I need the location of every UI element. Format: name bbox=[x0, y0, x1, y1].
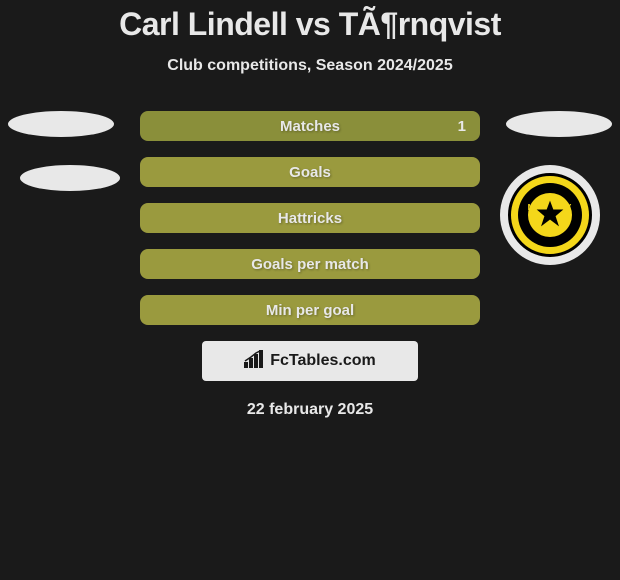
stat-label-hattricks: Hattricks bbox=[278, 210, 342, 227]
stat-bar-goals-per-match: Goals per match bbox=[140, 249, 480, 279]
stat-label-mpg: Min per goal bbox=[266, 302, 354, 319]
main-container: Carl Lindell vs TÃ¶rnqvist Club competit… bbox=[0, 0, 620, 419]
stat-bar-hattricks: Hattricks bbox=[140, 203, 480, 233]
player-badge-right-1 bbox=[506, 111, 612, 137]
page-title: Carl Lindell vs TÃ¶rnqvist bbox=[0, 5, 620, 43]
stat-bar-min-per-goal: Min per goal bbox=[140, 295, 480, 325]
stat-label-goals: Goals bbox=[289, 164, 331, 181]
player-badge-left-1 bbox=[8, 111, 114, 137]
stat-label-matches: Matches bbox=[280, 118, 340, 135]
chart-icon bbox=[244, 350, 266, 373]
footer-brand-box: FcTables.com bbox=[202, 341, 418, 381]
footer-date: 22 february 2025 bbox=[0, 401, 620, 419]
stat-label-gpm: Goals per match bbox=[251, 256, 369, 273]
stat-bar-goals: Goals bbox=[140, 157, 480, 187]
player-badge-left-2 bbox=[20, 165, 120, 191]
club-logo: MJÄLLBY AIF bbox=[500, 165, 600, 265]
stat-bar-matches: Matches 1 bbox=[140, 111, 480, 141]
page-subtitle: Club competitions, Season 2024/2025 bbox=[0, 57, 620, 75]
stat-bars-container: Matches 1 Goals Hattricks Goals per matc… bbox=[140, 111, 480, 325]
footer-logo: FcTables.com bbox=[244, 350, 376, 373]
club-logo-emblem bbox=[535, 200, 565, 230]
stat-value-matches: 1 bbox=[458, 118, 466, 135]
stats-area: MJÄLLBY AIF Matches 1 Goals Hattricks bbox=[0, 111, 620, 419]
footer-brand-text: FcTables.com bbox=[270, 352, 376, 370]
